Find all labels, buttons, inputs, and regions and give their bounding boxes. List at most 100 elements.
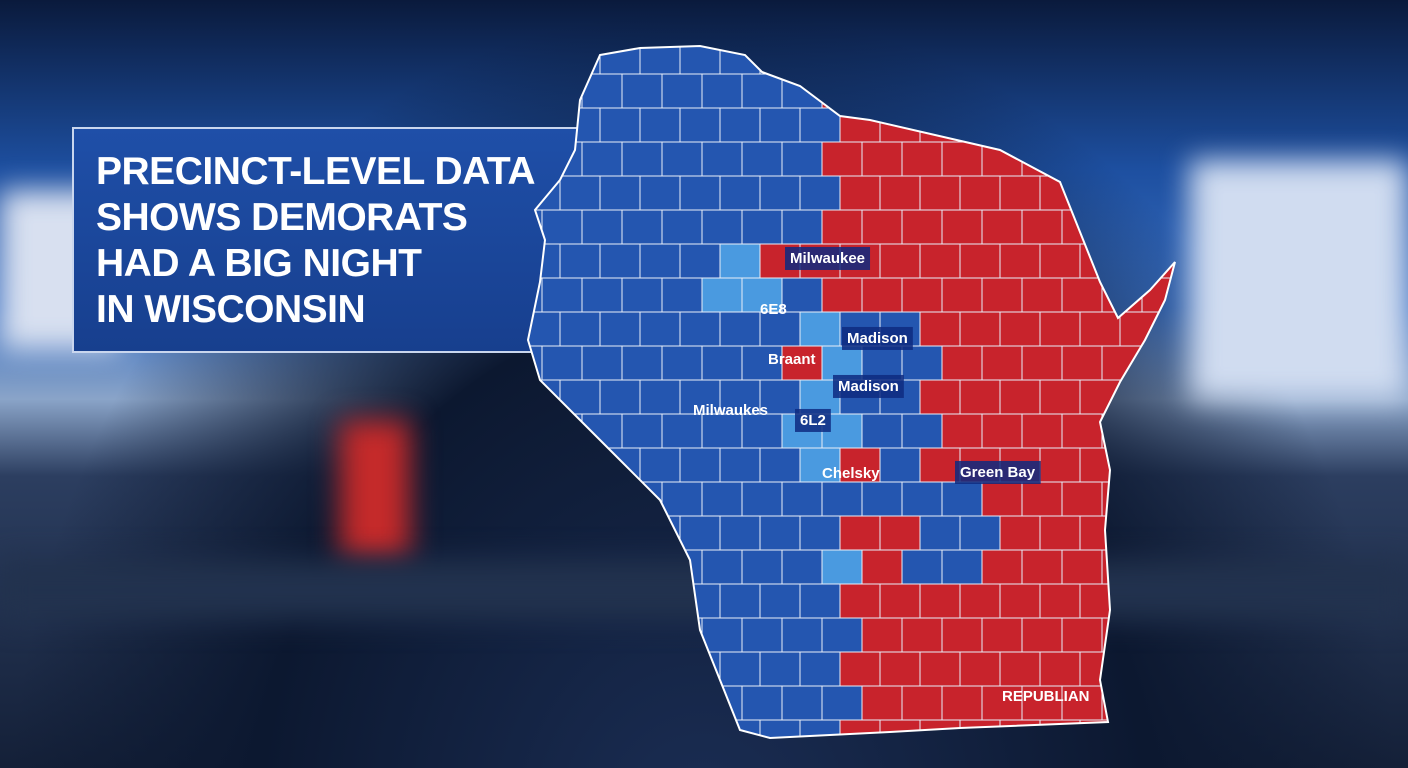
- county: [599, 175, 641, 211]
- county: [1021, 209, 1063, 245]
- county: [621, 617, 663, 653]
- bg-panel: [1190, 160, 1408, 400]
- county: [581, 277, 623, 313]
- county: [1141, 141, 1175, 177]
- county: [1141, 481, 1175, 517]
- label-box: [833, 374, 904, 398]
- county: [719, 379, 761, 415]
- map-label: Chelsky: [822, 465, 880, 482]
- county: [759, 447, 801, 483]
- county: [639, 175, 681, 211]
- county: [1119, 719, 1161, 738]
- county: [1119, 515, 1161, 551]
- county: [781, 141, 823, 177]
- county: [679, 651, 721, 687]
- county: [599, 46, 641, 75]
- county: [679, 379, 721, 415]
- county: [599, 651, 641, 687]
- county: [919, 311, 961, 347]
- county: [1119, 107, 1161, 143]
- county: [679, 107, 721, 143]
- county: [528, 345, 543, 381]
- county: [959, 379, 1001, 415]
- county: [679, 311, 721, 347]
- county: [959, 719, 1001, 738]
- county: [719, 175, 761, 211]
- county: [639, 379, 681, 415]
- county: [639, 583, 681, 619]
- county: [999, 46, 1041, 75]
- county: [1119, 46, 1161, 75]
- county: [981, 345, 1023, 381]
- county: [901, 73, 943, 109]
- county: [839, 107, 881, 143]
- county: [959, 311, 1001, 347]
- county: [759, 651, 801, 687]
- county: [559, 719, 601, 738]
- county: [999, 243, 1041, 279]
- county: [599, 107, 641, 143]
- county: [901, 141, 943, 177]
- county: [528, 379, 561, 415]
- county: [1141, 209, 1175, 245]
- county: [599, 515, 641, 551]
- county: [839, 719, 881, 738]
- county: [1061, 345, 1103, 381]
- county: [999, 379, 1041, 415]
- county: [639, 651, 681, 687]
- county: [719, 243, 761, 279]
- county: [1141, 617, 1175, 653]
- county: [679, 719, 721, 738]
- county: [861, 617, 903, 653]
- county: [839, 175, 881, 211]
- county: [661, 685, 703, 721]
- county: [559, 379, 601, 415]
- county: [781, 277, 823, 313]
- county: [1079, 719, 1121, 738]
- county: [528, 583, 561, 619]
- county: [919, 515, 961, 551]
- county: [1079, 107, 1121, 143]
- county: [1101, 277, 1143, 313]
- county: [1119, 583, 1161, 619]
- label-text: Madison: [847, 330, 908, 347]
- county: [1141, 549, 1175, 585]
- county: [1021, 277, 1063, 313]
- county: [821, 617, 863, 653]
- county: [1119, 175, 1161, 211]
- county: [1021, 345, 1063, 381]
- county: [981, 73, 1023, 109]
- county: [1061, 413, 1103, 449]
- county: [959, 515, 1001, 551]
- county: [621, 209, 663, 245]
- county: [879, 46, 921, 75]
- county: [621, 141, 663, 177]
- county: [799, 175, 841, 211]
- label-box: [795, 408, 831, 432]
- county: [1119, 243, 1161, 279]
- county: [1141, 413, 1175, 449]
- county: [559, 243, 601, 279]
- county: [599, 583, 641, 619]
- county: [759, 379, 801, 415]
- county: [661, 141, 703, 177]
- county: [701, 209, 743, 245]
- county: [621, 345, 663, 381]
- county: [1079, 583, 1121, 619]
- county: [999, 107, 1041, 143]
- map-label: 6L2: [795, 408, 831, 432]
- county: [1039, 651, 1081, 687]
- county: [581, 481, 623, 517]
- county: [1182, 414, 1222, 448]
- county: [1061, 685, 1103, 721]
- county: [1182, 278, 1222, 312]
- county: [528, 617, 543, 653]
- county: [981, 413, 1023, 449]
- county: [959, 46, 1001, 75]
- county: [821, 209, 863, 245]
- county: [981, 481, 1023, 517]
- county: [661, 209, 703, 245]
- county: [941, 549, 983, 585]
- county: [1039, 515, 1081, 551]
